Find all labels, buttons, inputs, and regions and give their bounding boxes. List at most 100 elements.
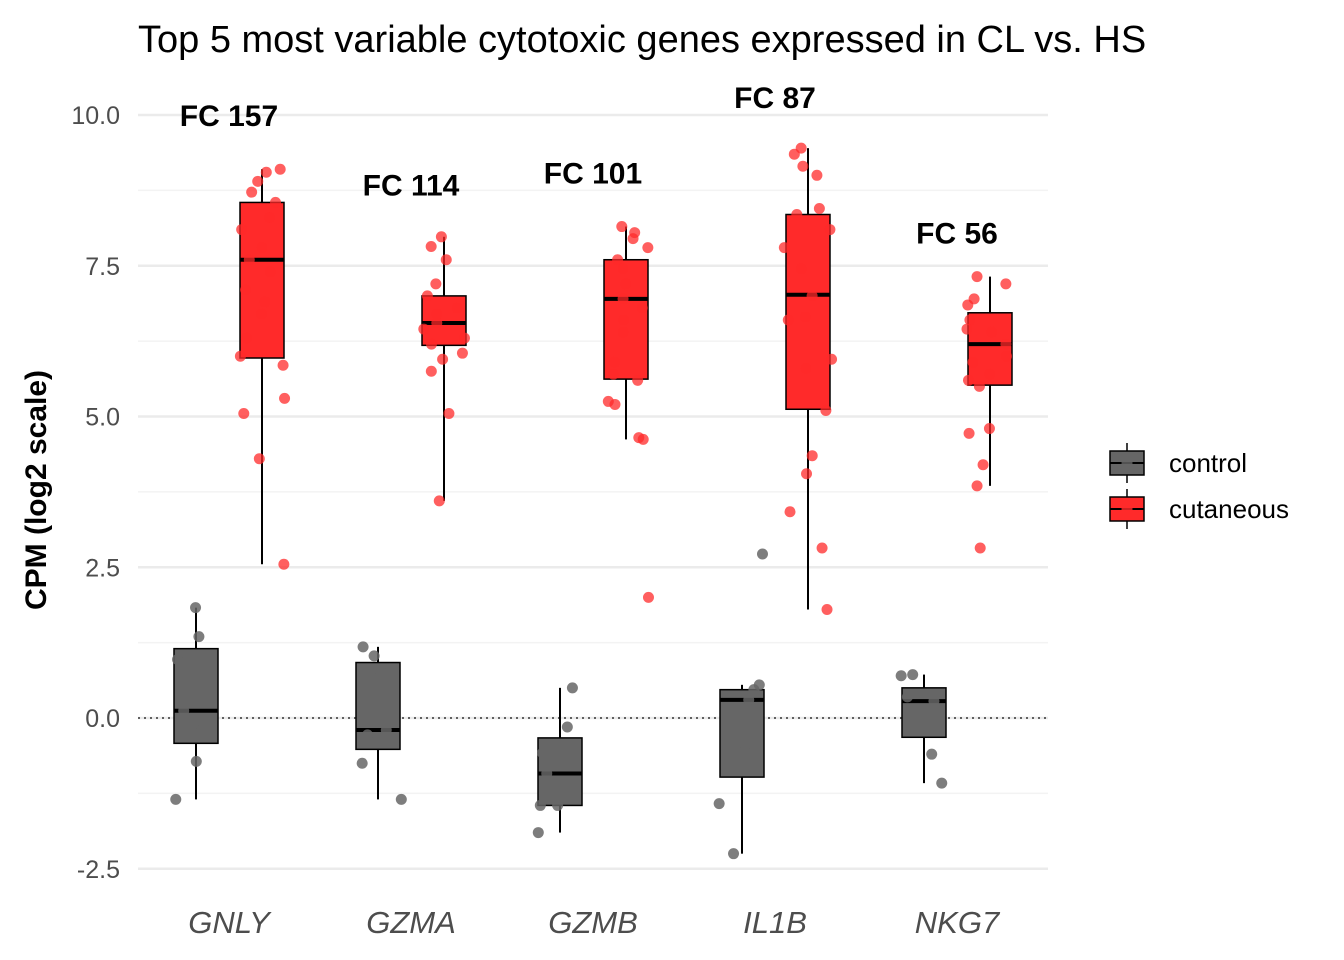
cutaneous-point (425, 240, 437, 252)
cutaneous-box (785, 213, 831, 411)
cutaneous-point (963, 427, 975, 439)
cutaneous-point (806, 290, 818, 302)
control-point (395, 793, 407, 805)
control-point (534, 799, 546, 811)
cutaneous-point (984, 368, 996, 380)
cutaneous-point (632, 374, 644, 386)
cutaneous-point (820, 404, 832, 416)
cutaneous-point (778, 242, 790, 254)
control-point (178, 705, 190, 717)
x-tick-label: IL1B (743, 905, 807, 940)
cutaneous-point (617, 263, 629, 275)
cutaneous-point (440, 254, 452, 266)
cutaneous-point (617, 293, 629, 305)
y-tick-label: 2.5 (85, 554, 120, 582)
cutaneous-point (782, 314, 794, 326)
cutaneous-point (437, 353, 449, 365)
fold-change-label: FC 87 (734, 82, 816, 115)
cutaneous-point (260, 166, 272, 178)
control-point (928, 695, 940, 707)
cutaneous-point (433, 495, 445, 507)
cutaneous-point (253, 453, 265, 465)
cutaneous-point (799, 311, 811, 323)
x-axis-ticks: GNLY GZMA GZMB IL1B NKG7 (188, 905, 1001, 940)
control-point (187, 718, 199, 730)
cutaneous-box (239, 201, 285, 359)
cutaneous-point (627, 233, 639, 245)
cutaneous-point (620, 278, 632, 290)
fold-change-labels: FC 157 FC 114 FC 101 FC 87 FC 56 (180, 82, 998, 251)
cutaneous-point (240, 332, 252, 344)
cutaneous-point (964, 314, 976, 326)
cutaneous-point (246, 186, 258, 198)
x-tick-label: GZMB (548, 905, 638, 940)
cutaneous-point (421, 290, 433, 302)
cutaneous-point (797, 160, 809, 172)
y-tick-label: -2.5 (77, 856, 120, 884)
cutaneous-point (612, 254, 624, 266)
cutaneous-point (238, 407, 250, 419)
cutaneous-point (240, 284, 252, 296)
control-point (743, 694, 755, 706)
cutaneous-point (986, 326, 998, 338)
control-point (927, 712, 939, 724)
cutaneous-point (636, 302, 648, 314)
control-point (532, 827, 544, 839)
control-point (368, 650, 380, 662)
cutaneous-point (800, 362, 812, 374)
control-point (756, 548, 768, 560)
cutaneous-point (791, 208, 803, 220)
cutaneous-point (264, 212, 276, 224)
cutaneous-point (826, 353, 838, 365)
cutaneous-point (443, 407, 455, 419)
box-groups (173, 148, 1013, 854)
cutaneous-point (971, 271, 983, 283)
cutaneous-point (971, 480, 983, 492)
control-point (193, 631, 205, 643)
cutaneous-point (255, 308, 267, 320)
y-axis-ticks: -2.5 0.0 2.5 5.0 7.5 10.0 (71, 102, 120, 884)
control-point (374, 665, 386, 677)
cutaneous-point (270, 196, 282, 208)
control-point (739, 745, 751, 757)
legend-label-control: control (1169, 448, 1247, 478)
cutaneous-point (983, 423, 995, 435)
control-point (936, 777, 948, 789)
cutaneous-point (973, 380, 985, 392)
cutaneous-point (1000, 350, 1012, 362)
y-tick-label: 7.5 (85, 253, 120, 281)
y-tick-label: 5.0 (85, 404, 120, 432)
control-box (719, 688, 765, 778)
fold-change-label: FC 56 (916, 218, 998, 251)
cutaneous-point (425, 338, 437, 350)
control-point (713, 798, 725, 810)
cutaneous-point (617, 326, 629, 338)
y-tick-label: 0.0 (85, 705, 120, 733)
control-point (907, 669, 919, 681)
cutaneous-point (243, 254, 255, 266)
cutaneous-point (456, 347, 468, 359)
cutaneous-point (616, 221, 628, 233)
fold-change-label: FC 114 (363, 169, 460, 202)
cutaneous-point (974, 542, 986, 554)
cutaneous-point (277, 359, 289, 371)
x-tick-label: NKG7 (915, 905, 1001, 940)
cutaneous-point (962, 299, 974, 311)
control-point (748, 684, 760, 696)
cutaneous-point (811, 169, 823, 181)
control-point (190, 602, 202, 614)
cutaneous-point (430, 278, 442, 290)
cutaneous-point (234, 350, 246, 362)
cutaneous-point (279, 392, 291, 404)
cutaneous-point (458, 332, 470, 344)
control-point (361, 729, 373, 741)
control-point (901, 691, 913, 703)
cutaneous-point (256, 242, 268, 254)
cutaneous-point (824, 224, 836, 236)
cutaneous-point (451, 302, 463, 314)
cutaneous-point (1000, 278, 1012, 290)
cutaneous-point (264, 266, 276, 278)
control-point (537, 747, 549, 759)
chart-title: Top 5 most variable cytotoxic genes expr… (138, 19, 1146, 61)
